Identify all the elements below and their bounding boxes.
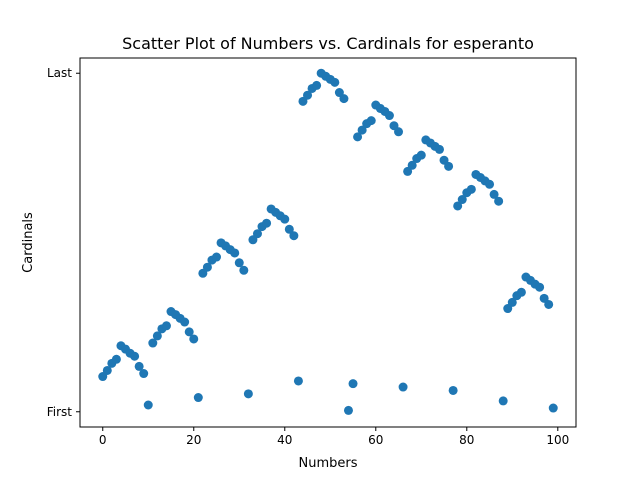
data-point <box>394 127 404 137</box>
data-point <box>180 317 190 327</box>
data-point <box>366 116 376 126</box>
x-tick-label: 100 <box>546 433 569 447</box>
y-axis-label: Cardinals <box>21 212 36 273</box>
data-point <box>189 334 199 344</box>
data-point <box>416 150 426 160</box>
data-point <box>102 365 112 375</box>
data-point <box>548 403 558 413</box>
data-point <box>161 321 171 331</box>
data-point <box>348 379 358 389</box>
x-tick-label: 60 <box>368 433 383 447</box>
data-point <box>343 405 353 415</box>
data-point <box>457 195 467 205</box>
data-point <box>202 262 212 272</box>
x-tick-label: 0 <box>99 433 107 447</box>
data-point <box>444 161 454 171</box>
x-axis-ticks: 0 20 40 60 80 100 <box>99 427 569 447</box>
data-point <box>544 299 554 309</box>
data-point <box>357 125 367 135</box>
y-tick-label: First <box>47 405 73 419</box>
data-point <box>353 132 363 142</box>
data-point <box>498 396 508 406</box>
data-points <box>98 68 558 415</box>
data-point <box>289 231 299 241</box>
data-point <box>239 265 249 275</box>
data-point <box>339 94 349 104</box>
data-point <box>134 361 144 371</box>
data-point <box>466 184 476 194</box>
data-point <box>230 248 240 258</box>
data-point <box>384 111 394 121</box>
data-point <box>130 351 140 361</box>
x-tick-label: 80 <box>459 433 474 447</box>
x-tick-label: 40 <box>277 433 292 447</box>
data-point <box>139 369 149 379</box>
data-point <box>143 400 153 410</box>
data-point <box>152 331 162 341</box>
y-tick-label: Last <box>47 66 72 80</box>
data-point <box>516 287 526 297</box>
chart-title: Scatter Plot of Numbers vs. Cardinals fo… <box>122 34 534 53</box>
data-point <box>485 179 495 189</box>
data-point <box>535 282 545 292</box>
data-point <box>148 338 158 348</box>
data-point <box>398 382 408 392</box>
data-point <box>212 252 222 262</box>
data-point <box>494 196 504 206</box>
data-point <box>193 393 203 403</box>
data-point <box>330 77 340 87</box>
data-point <box>262 218 272 228</box>
data-point <box>507 297 517 307</box>
y-axis-ticks: First Last <box>47 66 80 419</box>
data-point <box>312 80 322 90</box>
data-point <box>489 189 499 199</box>
data-point <box>280 214 290 224</box>
data-point <box>448 385 458 395</box>
data-point <box>243 389 253 399</box>
data-point <box>407 160 417 170</box>
data-point <box>453 201 463 211</box>
data-point <box>184 327 194 337</box>
data-point <box>293 376 303 386</box>
data-point <box>234 258 244 268</box>
data-point <box>284 224 294 234</box>
x-axis-label: Numbers <box>299 456 358 471</box>
data-point <box>111 354 121 364</box>
data-point <box>303 90 313 100</box>
plot-frame <box>79 57 577 428</box>
x-tick-label: 20 <box>186 433 201 447</box>
data-point <box>434 144 444 154</box>
data-point <box>252 229 262 239</box>
